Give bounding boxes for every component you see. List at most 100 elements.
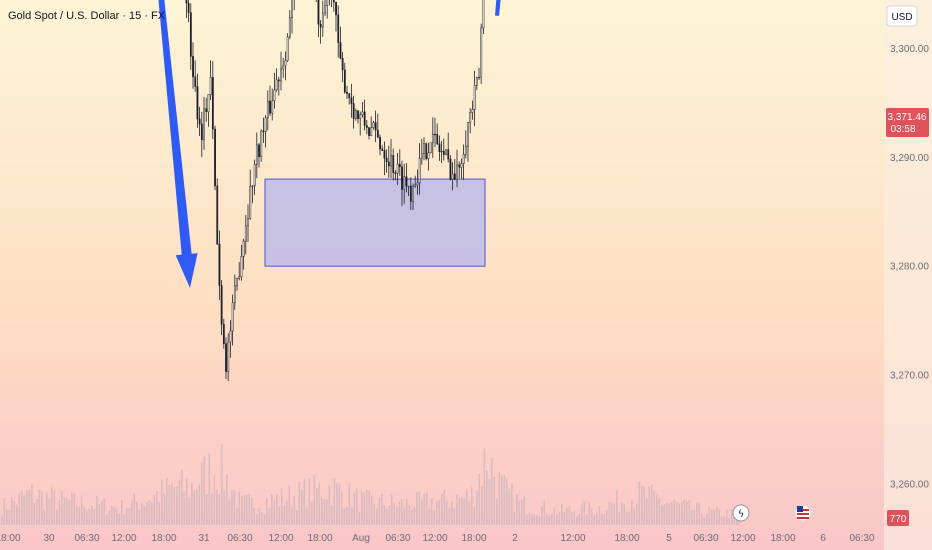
volume-bar — [268, 507, 271, 525]
time-tick-label: 2 — [512, 533, 518, 544]
volume-bar — [526, 514, 528, 525]
volume-bar — [443, 489, 446, 525]
currency-button[interactable] — [886, 5, 918, 27]
volume-bar — [173, 487, 176, 525]
volume-bar — [96, 495, 98, 525]
candle-body — [222, 324, 225, 344]
time-tick-label: 12:00 — [111, 533, 136, 544]
volume-bar — [658, 498, 661, 525]
candle-body — [416, 182, 419, 186]
volume-bar — [341, 492, 343, 525]
volume-bar — [31, 484, 33, 525]
volume-bar — [643, 487, 646, 525]
volume-bar — [516, 494, 518, 525]
volume-bar — [308, 478, 311, 525]
volume-bar — [588, 501, 591, 525]
volume-bar — [248, 494, 251, 525]
volume-bar — [198, 484, 201, 525]
candlestick-series — [185, 0, 485, 382]
symbol-title[interactable]: Gold Spot / U.S. Dollar · 15 · FX — [8, 10, 166, 22]
candle-body — [462, 154, 465, 164]
volume-bar — [46, 492, 48, 525]
support-zone-box[interactable] — [264, 178, 486, 267]
candle-body — [247, 218, 249, 227]
volume-bar — [478, 473, 481, 525]
time-tick-label: 12:00 — [422, 533, 447, 544]
candle-body — [200, 123, 203, 141]
volume-bar — [448, 508, 451, 525]
candle-body — [277, 79, 280, 82]
dividends-event-icon[interactable]: ϟ — [732, 504, 750, 522]
candle-body — [453, 173, 456, 180]
volume-bar — [581, 504, 583, 525]
candle-body — [471, 109, 474, 113]
candle-body — [387, 161, 390, 167]
volume-bar — [698, 503, 701, 525]
volume-bar — [556, 514, 558, 525]
volume-bar — [146, 502, 148, 525]
volume-bar — [593, 514, 596, 525]
candle-body — [405, 176, 408, 187]
volume-bar — [471, 487, 473, 525]
time-axis[interactable]: 18:00 30 06:30 12:00 18:00 31 06:30 12:00 18:00 A… — [0, 533, 875, 544]
volume-bar — [578, 513, 581, 525]
candle-body — [198, 118, 201, 125]
candle-body — [374, 122, 377, 131]
volume-bar — [563, 512, 566, 525]
volume-bar — [421, 499, 423, 525]
volume-bar — [691, 509, 693, 525]
candle-body — [282, 65, 285, 70]
time-tick-label: 18:00 — [151, 533, 176, 544]
volume-bar — [371, 495, 373, 525]
volume-bar — [606, 510, 608, 525]
candle-body — [225, 343, 227, 372]
candle-body — [365, 125, 368, 128]
volume-bar — [503, 475, 506, 525]
candle-body — [425, 143, 428, 160]
volume-bar — [53, 491, 56, 525]
volume-bar — [263, 513, 266, 525]
price-axis-panel[interactable] — [884, 0, 932, 550]
volume-bar — [228, 499, 231, 525]
time-tick-label: 18:00 — [614, 533, 639, 544]
candle-body — [423, 143, 425, 154]
volume-bar — [558, 511, 561, 525]
svg-text:ϟ: ϟ — [738, 509, 745, 520]
volume-bar — [176, 486, 178, 525]
volume-bar — [273, 500, 276, 525]
volume-bar — [363, 492, 366, 525]
price-tick-label: 3,260.00 — [890, 480, 929, 491]
volume-bar — [223, 490, 226, 525]
candle-body — [401, 166, 403, 190]
candle-body — [240, 256, 243, 278]
volume-bar — [568, 506, 571, 525]
volume-bar — [531, 514, 533, 525]
candle-body — [337, 14, 340, 43]
volume-bar — [3, 497, 6, 525]
volume-bar — [16, 504, 18, 525]
volume-bar — [438, 499, 441, 525]
candle-body — [264, 117, 267, 132]
candle-body — [258, 144, 260, 157]
volume-bar — [631, 499, 633, 525]
volume-bar — [281, 487, 283, 525]
volume-bar — [591, 508, 593, 525]
volume-bar — [398, 501, 401, 525]
candle-body — [361, 111, 364, 116]
volume-bar — [311, 502, 313, 525]
volume-bar — [498, 472, 501, 525]
us-economic-event-icon[interactable] — [794, 504, 812, 522]
candle-body — [427, 152, 430, 160]
volume-bar — [621, 502, 623, 525]
volume-bar — [508, 488, 511, 525]
volume-bar — [491, 457, 493, 525]
volume-bar — [156, 491, 158, 525]
volume-bar — [203, 456, 206, 525]
candle-body — [379, 136, 381, 150]
volume-bar — [71, 492, 73, 525]
time-tick-label: 6 — [820, 533, 826, 544]
volume-bar — [386, 509, 388, 525]
volume-bar — [561, 504, 563, 525]
volume-bar — [106, 514, 108, 525]
